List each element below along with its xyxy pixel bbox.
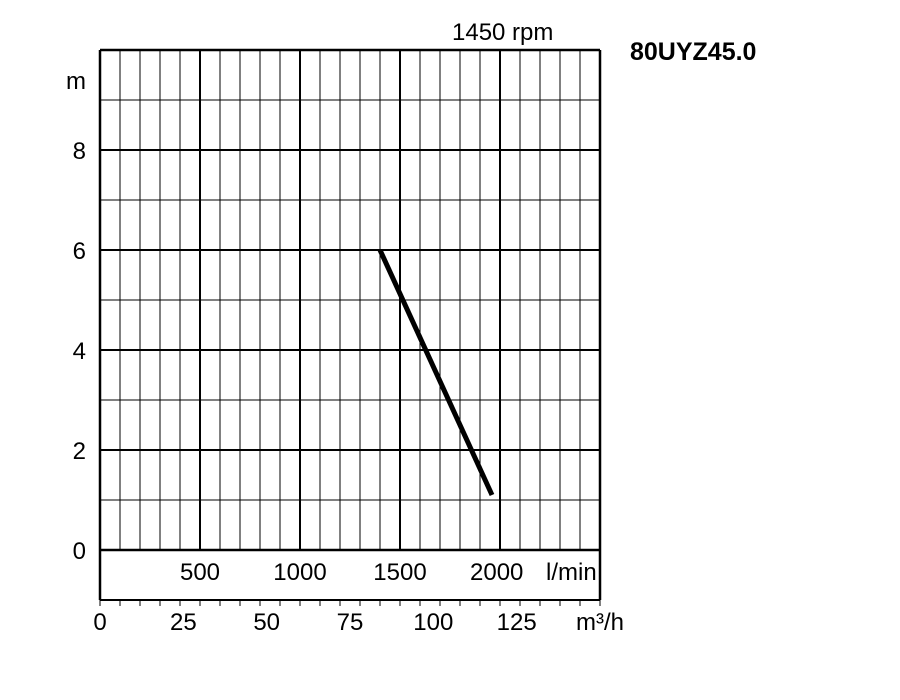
head-flow-curve xyxy=(377,248,495,497)
y-axis-unit: m xyxy=(66,68,86,95)
y-tick-label: 2 xyxy=(73,438,86,465)
x-tick-label-m3h: 100 xyxy=(413,609,453,636)
y-tick-label: 8 xyxy=(73,138,86,165)
axis-labels: 0 2 4 6 8 m 0 25 50 75 100 125 m³/h 500 1000 1500 2000 l/… xyxy=(66,68,624,636)
x-tick-label-lmin: 1500 xyxy=(373,559,426,586)
pump-model-title: 80UYZ45.0 xyxy=(630,38,756,66)
x-tick-label-m3h: 25 xyxy=(170,609,197,636)
y-tick-label: 0 xyxy=(73,538,86,565)
y-tick-label: 4 xyxy=(73,338,86,365)
x-tick-label-m3h: 75 xyxy=(337,609,364,636)
rpm-subtitle: 1450 rpm xyxy=(452,19,553,46)
pump-performance-curve xyxy=(377,248,495,497)
chart-grid xyxy=(98,48,602,606)
y-tick-label: 6 xyxy=(73,238,86,265)
x-axis-unit-lmin: l/min xyxy=(546,559,597,586)
x-tick-label-lmin: 500 xyxy=(180,559,220,586)
x-tick-label-m3h: 125 xyxy=(497,609,537,636)
x-tick-label-lmin: 1000 xyxy=(273,559,326,586)
x-tick-label-lmin: 2000 xyxy=(470,559,523,586)
x-tick-label-m3h: 0 xyxy=(93,609,106,636)
x-tick-label-m3h: 50 xyxy=(253,609,280,636)
x-axis-unit-m3h: m³/h xyxy=(576,609,624,636)
